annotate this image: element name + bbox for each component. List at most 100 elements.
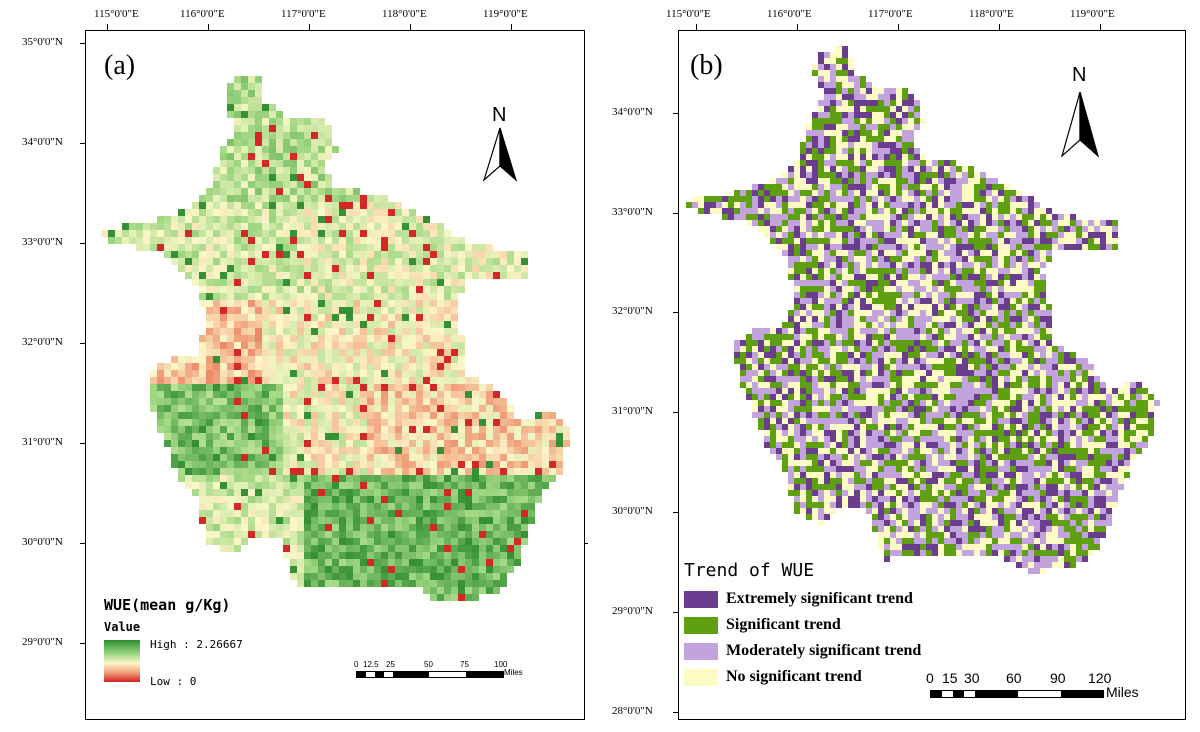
- raster-cell: [248, 531, 255, 538]
- raster-cell: [824, 70, 830, 76]
- raster-cell: [944, 364, 950, 370]
- raster-cell: [451, 370, 458, 377]
- raster-cell: [884, 124, 890, 130]
- raster-cell: [388, 461, 395, 468]
- raster-cell: [339, 398, 346, 405]
- raster-cell: [890, 370, 896, 376]
- raster-cell: [944, 304, 950, 310]
- raster-cell: [283, 447, 290, 454]
- raster-cell: [192, 419, 199, 426]
- raster-cell: [199, 433, 206, 440]
- raster-cell: [171, 244, 178, 251]
- raster-cell: [416, 405, 423, 412]
- raster-cell: [860, 388, 866, 394]
- raster-cell: [465, 258, 472, 265]
- raster-cell: [311, 307, 318, 314]
- raster-cell: [395, 524, 402, 531]
- raster-cell: [465, 545, 472, 552]
- raster-cell: [199, 419, 206, 426]
- raster-cell: [276, 524, 283, 531]
- raster-cell: [311, 440, 318, 447]
- raster-cell: [938, 340, 944, 346]
- raster-cell: [297, 181, 304, 188]
- raster-cell: [866, 166, 872, 172]
- raster-cell: [388, 531, 395, 538]
- raster-cell: [812, 298, 818, 304]
- raster-cell: [227, 496, 234, 503]
- raster-cell: [500, 496, 507, 503]
- raster-cell: [304, 566, 311, 573]
- raster-cell: [241, 398, 248, 405]
- raster-cell: [220, 545, 227, 552]
- raster-cell: [938, 184, 944, 190]
- raster-cell: [692, 202, 698, 208]
- raster-cell: [297, 398, 304, 405]
- raster-cell: [395, 202, 402, 209]
- raster-cell: [276, 230, 283, 237]
- raster-cell: [318, 335, 325, 342]
- raster-cell: [842, 178, 848, 184]
- raster-cell: [884, 154, 890, 160]
- raster-cell: [535, 419, 542, 426]
- raster-cell: [374, 552, 381, 559]
- raster-cell: [430, 384, 437, 391]
- raster-cell: [227, 223, 234, 230]
- raster-cell: [402, 300, 409, 307]
- raster-cell: [514, 503, 521, 510]
- raster-cell: [206, 538, 213, 545]
- raster-cell: [854, 112, 860, 118]
- raster-cell: [812, 130, 818, 136]
- raster-cell: [854, 214, 860, 220]
- raster-cell: [500, 258, 507, 265]
- raster-cell: [353, 370, 360, 377]
- raster-cell: [758, 340, 764, 346]
- raster-cell: [444, 447, 451, 454]
- raster-cell: [860, 232, 866, 238]
- raster-cell: [227, 153, 234, 160]
- raster-cell: [451, 440, 458, 447]
- raster-cell: [740, 190, 746, 196]
- raster-cell: [824, 88, 830, 94]
- raster-cell: [824, 328, 830, 334]
- raster-cell: [818, 118, 824, 124]
- raster-cell: [872, 220, 878, 226]
- raster-cell: [255, 412, 262, 419]
- raster-cell: [1004, 388, 1010, 394]
- raster-cell: [896, 190, 902, 196]
- raster-cell: [367, 286, 374, 293]
- raster-cell: [782, 196, 788, 202]
- raster-cell: [896, 130, 902, 136]
- raster-cell: [241, 531, 248, 538]
- raster-cell: [872, 142, 878, 148]
- raster-cell: [528, 468, 535, 475]
- raster-cell: [353, 517, 360, 524]
- raster-cell: [367, 321, 374, 328]
- raster-cell: [269, 258, 276, 265]
- raster-cell: [353, 489, 360, 496]
- raster-cell: [878, 166, 884, 172]
- raster-cell: [872, 286, 878, 292]
- raster-cell: [458, 580, 465, 587]
- raster-cell: [878, 292, 884, 298]
- raster-cell: [381, 272, 388, 279]
- raster-cell: [374, 545, 381, 552]
- raster-cell: [854, 184, 860, 190]
- raster-cell: [514, 440, 521, 447]
- raster-cell: [722, 214, 728, 220]
- raster-cell: [479, 573, 486, 580]
- raster-cell: [444, 314, 451, 321]
- raster-cell: [395, 349, 402, 356]
- raster-cell: [227, 314, 234, 321]
- raster-cell: [374, 538, 381, 545]
- raster-cell: [360, 251, 367, 258]
- raster-cell: [878, 298, 884, 304]
- raster-cell: [395, 552, 402, 559]
- raster-cell: [980, 178, 986, 184]
- raster-cell: [458, 461, 465, 468]
- lat-label: 32°0'0"N: [22, 336, 63, 348]
- raster-cell: [430, 307, 437, 314]
- raster-cell: [234, 419, 241, 426]
- raster-cell: [1040, 298, 1046, 304]
- raster-cell: [437, 447, 444, 454]
- raster-cell: [974, 298, 980, 304]
